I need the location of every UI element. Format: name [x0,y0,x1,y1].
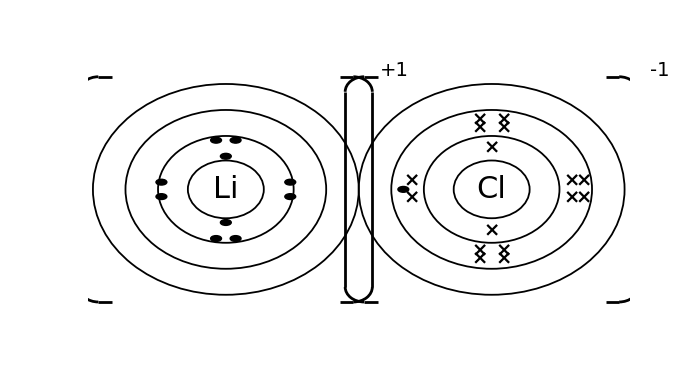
Text: ×: × [403,188,420,207]
Circle shape [230,236,241,242]
Circle shape [220,220,231,225]
Text: ×: × [472,118,488,138]
Text: ×: × [472,241,488,260]
Text: ×: × [496,110,512,129]
Circle shape [211,236,221,242]
Circle shape [285,179,295,185]
Text: ×: × [496,241,512,260]
Text: ×: × [564,188,580,207]
Text: ×: × [484,138,500,157]
Circle shape [156,179,167,185]
Text: ×: × [564,172,580,191]
Circle shape [285,194,295,200]
Text: ×: × [496,250,512,269]
Circle shape [398,186,409,192]
Text: ×: × [484,222,500,240]
Text: ×: × [403,172,420,191]
Text: -1: -1 [650,62,670,81]
Circle shape [211,137,221,143]
Circle shape [230,137,241,143]
Text: ×: × [576,188,592,207]
Circle shape [156,194,167,200]
Text: ×: × [472,110,488,129]
Text: ×: × [472,250,488,269]
Text: Li: Li [213,175,239,204]
Text: ×: × [496,118,512,138]
Text: Cl: Cl [477,175,507,204]
Circle shape [220,153,231,159]
Text: ×: × [576,172,592,191]
Text: +1: +1 [379,62,409,81]
